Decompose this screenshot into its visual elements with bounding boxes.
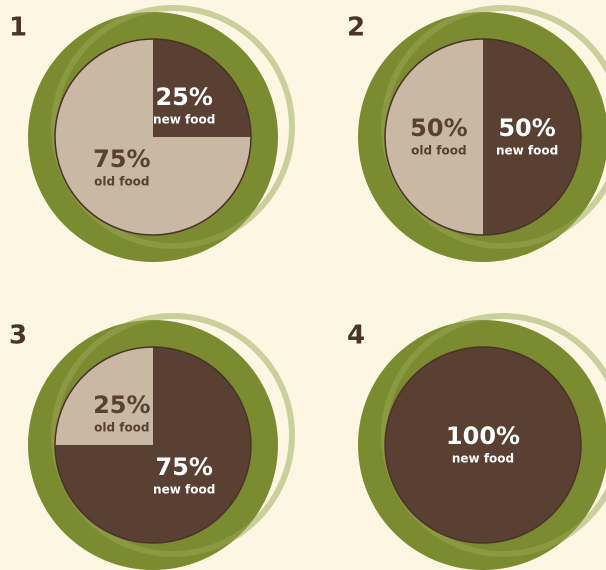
bowl-highlight [51,313,295,557]
category-label: old food [94,420,149,434]
pie-slice [385,39,483,235]
bowl-edge [384,38,582,236]
bowl-edge [54,38,252,236]
category-label: old food [94,175,149,189]
step-number: 1 [9,13,27,43]
value-label: 75% [155,453,212,481]
step-number: 2 [347,13,365,43]
pie-slice [55,347,153,445]
bowl-highlight [381,5,606,249]
pie-slice [153,39,251,137]
bowl-edge [54,346,252,544]
category-label: new food [153,483,215,497]
bowl-highlight [51,5,295,249]
pie-slice [55,39,251,235]
bowl-edge [384,346,582,544]
pie-slice [483,39,581,235]
category-label: new food [496,144,558,158]
value-label: 25% [155,83,212,111]
value-label: 100% [446,422,520,450]
category-label: old food [411,144,466,158]
category-label: new food [452,452,514,466]
pie-slice [385,347,581,543]
step-number: 4 [347,321,365,351]
bowl-highlight [381,313,606,557]
value-label: 75% [93,145,150,173]
value-label: 25% [93,391,150,419]
step-number: 3 [9,321,27,351]
category-label: new food [153,112,215,126]
value-label: 50% [410,114,467,142]
value-label: 50% [498,114,555,142]
